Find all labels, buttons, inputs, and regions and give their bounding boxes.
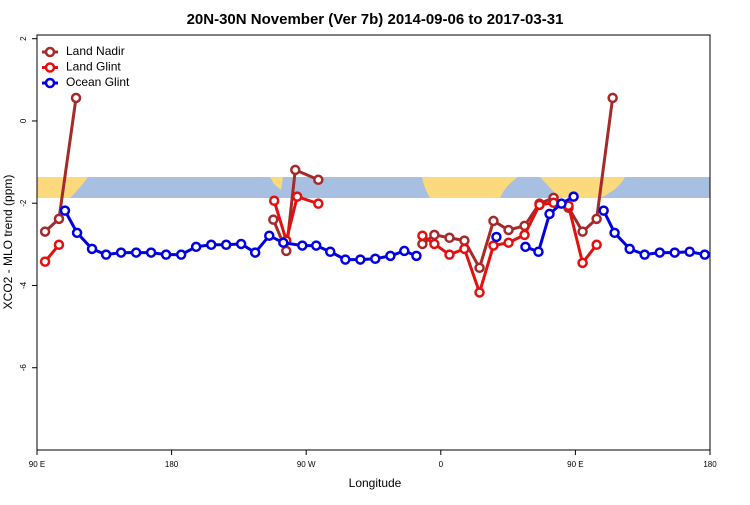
point <box>235 238 247 250</box>
point <box>313 198 324 209</box>
point <box>639 249 650 260</box>
y-tick-label: 0 <box>19 118 28 123</box>
point <box>591 213 602 225</box>
point <box>429 238 440 250</box>
point <box>53 239 65 251</box>
y-tick-label: -6 <box>19 364 28 372</box>
point <box>607 92 618 104</box>
chart-title: 20N-30N November (Ver 7b) 2014-09-06 to … <box>187 11 564 28</box>
point <box>609 227 620 239</box>
point <box>264 230 275 241</box>
x-tick-label: 90 E <box>567 460 583 469</box>
point <box>268 195 280 207</box>
point <box>53 213 65 225</box>
point <box>205 239 217 251</box>
x-tick-label: 180 <box>703 460 717 469</box>
point <box>417 230 428 241</box>
legend-label: Land Nadir <box>66 44 125 58</box>
point <box>290 164 301 176</box>
point <box>556 198 567 209</box>
point <box>278 237 289 248</box>
point <box>503 237 514 248</box>
legend-marker <box>44 62 56 73</box>
point <box>488 240 499 251</box>
point <box>310 240 322 251</box>
point <box>488 215 499 227</box>
point <box>417 238 428 250</box>
point <box>268 214 279 225</box>
point <box>220 239 232 251</box>
point <box>577 257 588 269</box>
point <box>474 287 485 298</box>
point <box>297 240 308 251</box>
x-tick-label: 180 <box>165 460 179 469</box>
point <box>399 245 410 257</box>
point <box>429 229 440 241</box>
legend-label: Land Glint <box>66 60 121 74</box>
point <box>534 199 545 211</box>
legend-marker <box>44 46 56 58</box>
legend-label: Ocean Glint <box>66 75 130 89</box>
point <box>115 247 127 258</box>
point <box>444 232 455 244</box>
y-axis-label: XCO2 - MLO trend (ppm) <box>1 175 15 310</box>
point <box>160 249 172 260</box>
point <box>684 246 695 258</box>
x-tick-label: 90 W <box>297 460 316 469</box>
y-tick-label: -4 <box>19 281 28 289</box>
point <box>459 235 470 246</box>
point <box>249 247 261 258</box>
point <box>71 227 83 239</box>
point <box>491 231 502 243</box>
point <box>411 250 422 262</box>
point <box>39 256 51 267</box>
point <box>313 174 324 186</box>
series-line <box>63 195 706 262</box>
point <box>70 92 82 104</box>
point <box>474 262 485 274</box>
point <box>59 205 71 216</box>
point <box>591 239 602 251</box>
point <box>444 249 455 260</box>
y-tick-label: -2 <box>19 199 28 207</box>
point <box>190 241 202 253</box>
point <box>385 250 396 262</box>
point <box>459 243 470 255</box>
point <box>624 243 635 255</box>
point <box>355 254 366 265</box>
point <box>325 246 336 258</box>
point <box>39 226 51 237</box>
point <box>577 226 588 237</box>
point <box>520 241 531 253</box>
point <box>544 208 555 220</box>
point <box>175 249 187 260</box>
y-tick-label: 2 <box>19 36 28 41</box>
point <box>503 224 514 236</box>
point <box>654 247 665 258</box>
point <box>86 243 98 255</box>
x-tick-label: 90 E <box>29 460 45 469</box>
point <box>130 247 142 258</box>
point <box>568 191 579 202</box>
point <box>340 254 351 265</box>
x-axis-label: Longitude <box>349 476 402 490</box>
point <box>519 229 530 241</box>
plot-area <box>39 92 711 298</box>
map-strip <box>37 177 710 198</box>
point <box>291 191 303 202</box>
point <box>669 247 680 258</box>
point <box>699 249 711 260</box>
point <box>145 247 157 258</box>
point <box>281 245 292 257</box>
point <box>598 205 609 216</box>
plot-frame <box>36 34 711 451</box>
point <box>100 249 112 260</box>
x-tick-label: 0 <box>439 460 444 469</box>
point <box>370 253 381 264</box>
legend-marker <box>44 77 56 89</box>
point <box>533 246 544 258</box>
